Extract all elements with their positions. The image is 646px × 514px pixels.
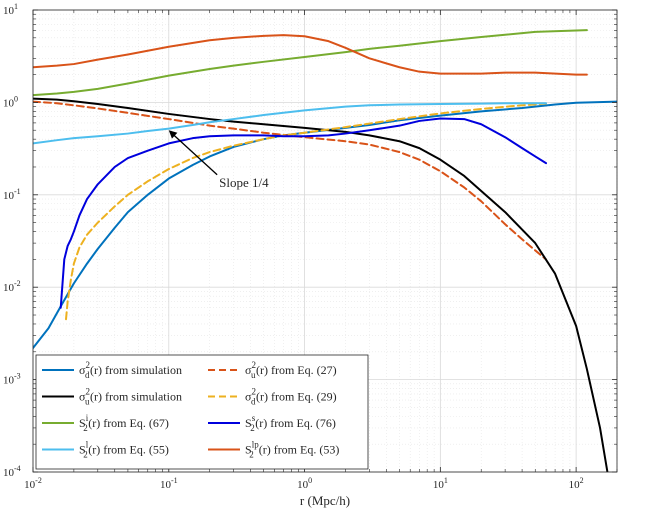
series-line-sd-eq29 (65, 102, 547, 321)
x-tick-labels: 10-2 10-1 100 101 102 (24, 476, 583, 491)
legend-label: Ss 2(r) from Eq. (76) (245, 413, 336, 433)
series-line-su-eq27 (33, 100, 547, 261)
legend-item-su-eq27: σ2 u(r) from Eq. (27) (208, 360, 337, 380)
legend-label: σ2 d(r) from Eq. (29) (245, 387, 337, 407)
y-tick-label: 100 (3, 94, 18, 109)
series-line-s2s-eq76 (59, 117, 547, 309)
y-tick-labels: 10-4 10-3 10-2 10-1 100 101 (3, 2, 21, 479)
annotation-text: Slope 1/4 (219, 175, 269, 190)
series-line-s2lp-eq53 (33, 34, 588, 76)
legend-label: σ2 u(r) from Eq. (27) (245, 360, 337, 380)
series-layer (33, 29, 617, 472)
grid-minor (33, 10, 618, 472)
x-tick-label: 101 (433, 476, 448, 491)
legend-item-sd-eq29: σ2 d(r) from Eq. (29) (208, 387, 337, 407)
x-tick-label: 10-2 (24, 476, 42, 491)
y-tick-label: 10-1 (3, 187, 21, 202)
annotation-arrow (171, 132, 218, 176)
series-line-sd-sim (33, 100, 617, 349)
legend-item-s2i-eq67: Si 2(r) from Eq. (67) (42, 413, 169, 433)
legend-item-su-sim: σ2 u(r) from simulation (42, 387, 182, 407)
series-line-s2l-eq55 (33, 102, 547, 145)
legend-label: σ2 d(r) from simulation (79, 360, 182, 380)
legend-item-s2l-eq55: Sl 2(r) from Eq. (55) (42, 440, 169, 460)
legend-label: Slp 2 (r) from Eq. (53) (245, 440, 339, 460)
legend-item-s2lp-eq53: Slp 2 (r) from Eq. (53) (208, 440, 339, 460)
legend-box (35, 354, 369, 470)
y-tick-label: 10-3 (3, 372, 21, 387)
series-line-su-sim (33, 97, 609, 472)
slope-annotation: Slope 1/4 (168, 130, 269, 190)
annotation-arrow-head (168, 130, 178, 139)
legend-items: σ2 d(r) from simulation σ2 u(r) from Eq. (2… (42, 360, 339, 460)
y-tick-label: 10-4 (3, 464, 21, 479)
plot-frame (32, 9, 618, 473)
y-tick-label: 101 (3, 2, 18, 17)
y-tick-label: 10-2 (3, 279, 21, 294)
x-axis-label: r (Mpc/h) (300, 493, 350, 508)
axis-ticks (32, 9, 618, 473)
legend-item-s2s-eq76: Ss 2(r) from Eq. (76) (208, 413, 336, 433)
legend: σ2 d(r) from simulation σ2 u(r) from Eq. (2… (35, 354, 369, 470)
x-tick-label: 10-1 (160, 476, 178, 491)
legend-label: Sl 2(r) from Eq. (55) (79, 440, 169, 460)
x-tick-label: 102 (569, 476, 584, 491)
x-tick-label: 100 (297, 476, 312, 491)
legend-item-sd-sim: σ2 d(r) from simulation (42, 360, 182, 380)
legend-label: Si 2(r) from Eq. (67) (79, 413, 169, 433)
series-line-s2i-eq67 (33, 29, 588, 97)
legend-label: σ2 u(r) from simulation (79, 387, 182, 407)
